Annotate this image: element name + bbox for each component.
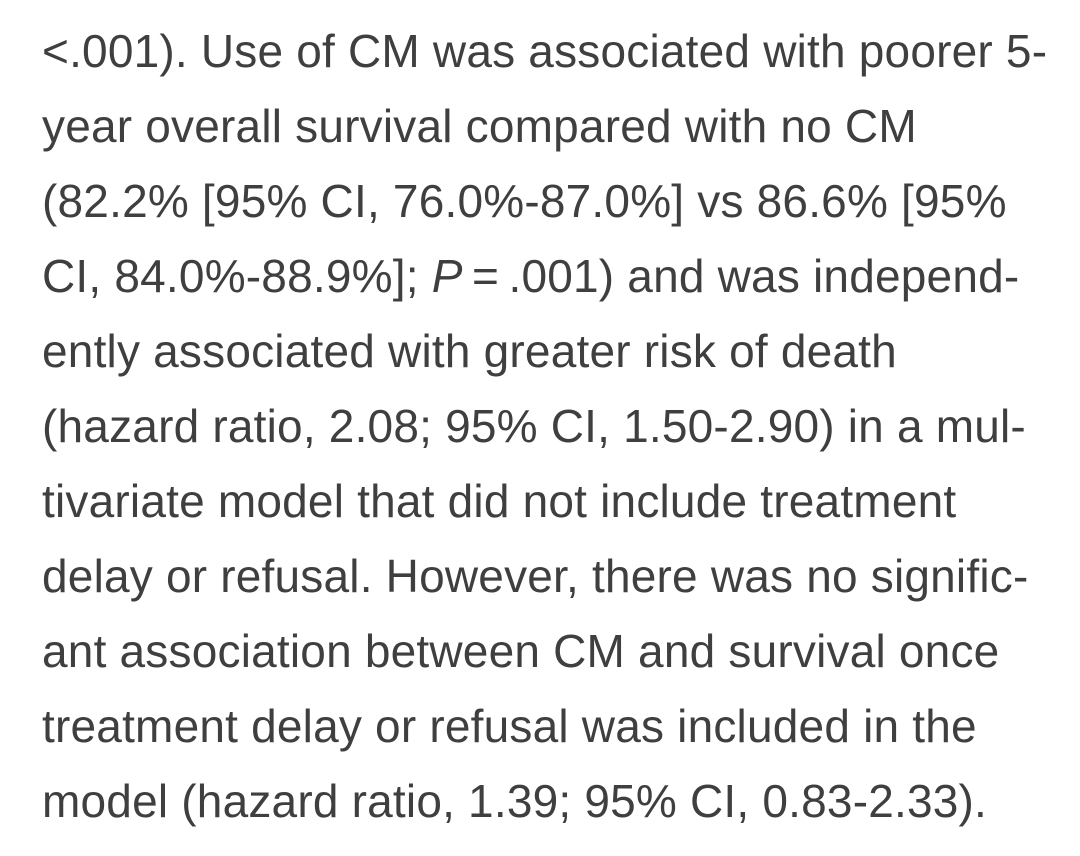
text-line: model (hazard ratio, 1.39; 95% CI, 0.83-… (42, 764, 1050, 839)
text-line: <.001). Use of CM was associated with po… (42, 14, 1050, 89)
text-segment: CI, 84.0%-88.9%]; (42, 250, 432, 302)
text-segment: treatment delay or refusal was included … (42, 700, 977, 752)
text-segment: <.001). Use of CM was associated with po… (42, 25, 1048, 77)
text-segment: model (hazard ratio, 1.39; 95% CI, 0.83-… (42, 775, 988, 827)
text-line: treatment delay or refusal was included … (42, 689, 1050, 764)
text-line: CI, 84.0%-88.9%]; P = .001) and was inde… (42, 239, 1050, 314)
text-line: (hazard ratio, 2.08; 95% CI, 1.50-2.90) … (42, 389, 1050, 464)
text-line: (82.2% [95% CI, 76.0%-87.0%] vs 86.6% [9… (42, 164, 1050, 239)
text-line: tivariate model that did not include tre… (42, 464, 1050, 539)
text-line: ently associated with greater risk of de… (42, 314, 1050, 389)
text-segment: (82.2% [95% CI, 76.0%-87.0%] vs 86.6% [9… (42, 175, 1007, 227)
text-segment: tivariate model that did not include tre… (42, 475, 957, 527)
italic-p-symbol: P (431, 250, 463, 302)
text-line: year overall survival compared with no C… (42, 89, 1050, 164)
text-segment: ently associated with greater risk of de… (42, 325, 897, 377)
text-segment: delay or refusal. However, there was no … (42, 550, 1029, 602)
text-segment: ant association between CM and survival … (42, 625, 1000, 677)
text-segment: (hazard ratio, 2.08; 95% CI, 1.50-2.90) … (42, 400, 1026, 452)
text-segment: = .001) and was independ- (462, 250, 1020, 302)
text-segment: year overall survival compared with no C… (42, 100, 917, 152)
text-line: delay or refusal. However, there was no … (42, 539, 1050, 614)
text-line: ant association between CM and survival … (42, 614, 1050, 689)
